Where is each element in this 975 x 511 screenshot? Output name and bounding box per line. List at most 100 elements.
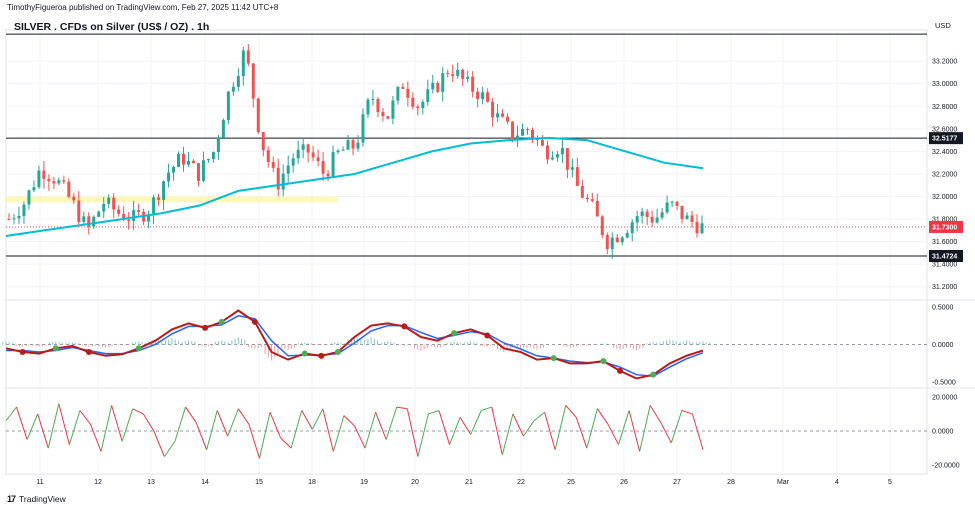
candle-body (27, 190, 31, 205)
candle-body (206, 159, 210, 161)
momentum-segment (195, 422, 208, 450)
candle-body (167, 172, 171, 182)
momentum-segment (512, 413, 524, 437)
candle-body (82, 216, 86, 222)
price-tick-label: 31.2000 (932, 284, 957, 291)
candle-body (162, 181, 166, 200)
candle-body (421, 101, 425, 109)
crossover-dot (202, 324, 209, 331)
candle-body (32, 187, 36, 191)
crossover-dot (451, 330, 458, 337)
crossover-dot (135, 345, 142, 352)
time-tick-label: 20 (411, 479, 419, 486)
candle-body (62, 180, 66, 182)
candle-body (92, 216, 96, 227)
candle-body (620, 237, 624, 243)
chart-title: SILVER . CFDs on Silver (US$ / OZ) . 1h (14, 21, 210, 33)
candle-body (446, 73, 450, 75)
time-tick-label: 5 (888, 479, 892, 486)
candle-body (191, 160, 195, 164)
momentum-segment (533, 411, 545, 422)
momentum-segment (332, 415, 345, 452)
time-tick-label: 19 (360, 479, 368, 486)
candle-body (540, 140, 544, 146)
crossover-dot (251, 318, 258, 325)
time-tick-label: 11 (36, 479, 43, 486)
momentum-segment (206, 410, 218, 450)
candle-body (107, 197, 111, 204)
candle-body (665, 202, 669, 213)
momentum-segment (428, 410, 440, 415)
momentum-segment (227, 408, 239, 437)
candle-body (555, 154, 559, 158)
oscillator-tick-label: -0.5000 (932, 380, 956, 387)
crossover-dot (484, 332, 491, 339)
candle-body (471, 76, 475, 92)
candle-body (326, 173, 330, 177)
candle-body (605, 235, 609, 250)
candle-body (545, 145, 549, 160)
candle-body (451, 74, 455, 76)
candle-body (7, 219, 11, 221)
oscillator-panel (0, 309, 927, 380)
candle-body (246, 50, 250, 64)
oscillator-tick-label: 0.5000 (932, 304, 954, 311)
momentum-segment (185, 406, 197, 423)
candle-body (147, 214, 151, 222)
tradingview-brand: TradingView (19, 494, 66, 504)
candle-body (261, 132, 265, 151)
price-axis[interactable]: 33.2000 33.0000 32.8000 32.6000 32.4000 32.20… (932, 59, 960, 470)
crossover-dot (318, 352, 325, 359)
candle-body (501, 113, 505, 117)
momentum-segment (90, 423, 102, 452)
candle-body (67, 181, 71, 197)
candle-body (575, 167, 579, 186)
momentum-segment (58, 403, 70, 445)
candle-body (506, 116, 510, 122)
candle-body (426, 89, 430, 102)
tradingview-logo[interactable]: 17 TradingView (7, 494, 66, 504)
moving-average-line (5, 136, 704, 237)
momentum-segment (628, 410, 641, 452)
time-tick-label: Mar (777, 479, 790, 486)
time-axis[interactable]: 11 12 13 14 15 18 19 20 21 22 25 26 27 28 Mar 4 5 (36, 479, 892, 486)
momentum-segment (596, 408, 609, 425)
currency-label[interactable]: USD (935, 21, 951, 30)
candle-body (301, 144, 305, 150)
candle-body (526, 129, 530, 131)
price-tags: 32.5177 31.4724 31.7300 (929, 132, 963, 263)
momentum-segment (375, 412, 387, 440)
momentum-segment (280, 437, 292, 449)
candle-body (675, 201, 679, 206)
candle-body (57, 180, 61, 184)
candle-body (635, 216, 639, 223)
level-tag-bg (929, 250, 963, 263)
momentum-segment (670, 410, 683, 444)
candle-body (37, 170, 41, 188)
candle-body (196, 163, 200, 181)
candle-body (685, 215, 689, 220)
momentum-segment (174, 406, 187, 442)
momentum-segment (301, 410, 313, 430)
candle-body (311, 152, 315, 158)
momentum-segment (681, 410, 693, 415)
oscillator-signal-line (6, 315, 704, 377)
candle-body (406, 88, 410, 98)
candle-body (511, 121, 515, 139)
candle-body (461, 69, 465, 79)
candle-body (12, 218, 16, 220)
level-tag-bg (929, 132, 963, 145)
momentum-segment (417, 413, 429, 457)
time-tick-label: 26 (620, 479, 628, 486)
price-tick-label: 31.4000 (932, 262, 957, 269)
candle-body (560, 148, 564, 155)
momentum-segment (16, 406, 28, 440)
candle-body (396, 86, 400, 101)
candle-body (366, 99, 370, 115)
candle-body (565, 148, 569, 170)
candle-body (570, 167, 574, 170)
candlestick-series (7, 43, 704, 259)
momentum-segment (565, 405, 577, 418)
horizontal-levels (6, 33, 927, 257)
momentum-segment (290, 410, 303, 449)
